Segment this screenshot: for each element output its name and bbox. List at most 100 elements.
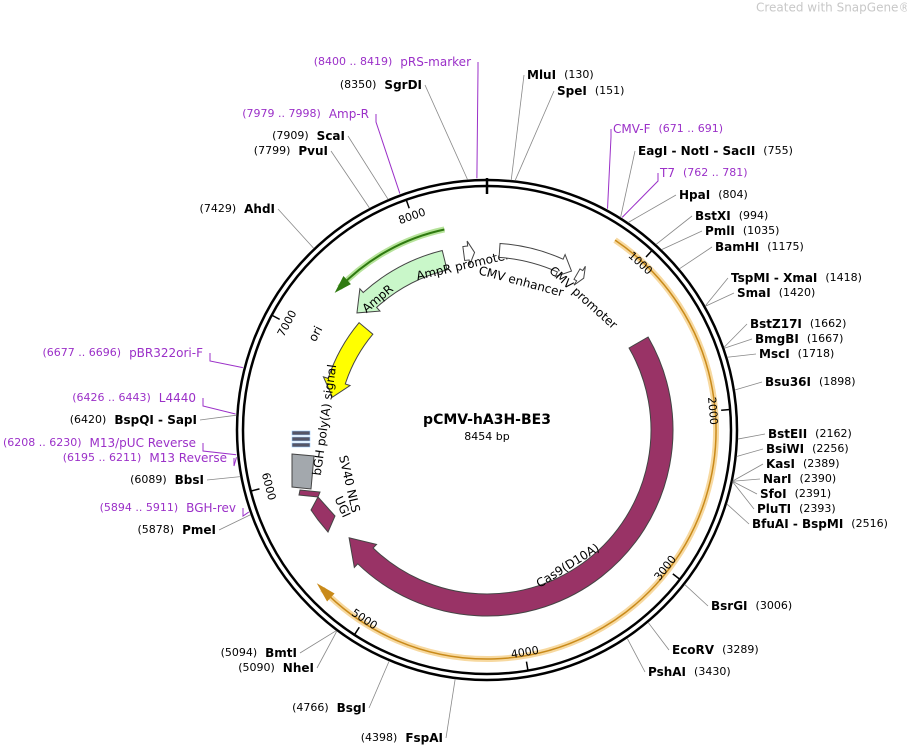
- site-box: [291, 430, 311, 436]
- enzyme-leader: [445, 678, 456, 739]
- enzyme-name: SpeI: [557, 84, 587, 98]
- enzyme-label: (8350) SgrDI: [340, 78, 422, 92]
- enzyme-site: (4398): [361, 731, 398, 744]
- enzyme-label: TspMI - XmaI (1418): [731, 271, 862, 285]
- primer-range: (5894 .. 5911): [100, 501, 179, 514]
- feature-shape: [310, 496, 336, 533]
- enzyme-site: (6089): [130, 473, 167, 486]
- enzyme-name: EagI - NotI - SacII: [638, 144, 755, 158]
- enzyme-name: BsgI: [337, 701, 366, 715]
- enzyme-site: (804): [718, 188, 748, 201]
- enzyme-label: SpeI (151): [557, 84, 624, 98]
- feature-shape: [498, 242, 573, 278]
- enzyme-leader: [726, 503, 750, 525]
- plasmid-size: 8454 bp: [464, 430, 509, 443]
- enzyme-leader: [647, 622, 670, 651]
- enzyme-leader: [661, 230, 703, 251]
- enzyme-label: SmaI (1420): [737, 286, 815, 300]
- enzyme-leader: [724, 338, 753, 349]
- enzyme-label: PluTI (2393): [757, 502, 836, 516]
- feature-label: bGH poly(A) signal: [310, 363, 339, 476]
- tick-label: 4000: [510, 644, 540, 662]
- enzyme-name: BamHI: [715, 240, 759, 254]
- tick-mark: [353, 626, 360, 636]
- tick-label: 5000: [349, 606, 380, 632]
- enzyme-name: BstEII: [768, 427, 807, 441]
- primer-name: L4440: [159, 391, 196, 405]
- enzyme-site: (2516): [851, 517, 888, 530]
- enzyme-site: (2391): [795, 487, 832, 500]
- enzyme-leader: [514, 90, 555, 181]
- enzyme-name: NarI: [763, 472, 792, 486]
- enzyme-label: (7909) ScaI: [272, 129, 345, 143]
- enzyme-name: BmtI: [265, 646, 297, 660]
- primer-name: M13 Reverse: [149, 451, 227, 465]
- tick-mark: [405, 199, 410, 209]
- enzyme-label: BstEII (2162): [768, 427, 852, 441]
- enzyme-label: MluI (130): [527, 68, 594, 82]
- tick-mark: [645, 249, 653, 258]
- primer-leader: [202, 443, 237, 456]
- primer-leader: [621, 173, 659, 218]
- feature-shape: [291, 453, 315, 490]
- enzyme-leader: [206, 476, 241, 481]
- enzyme-site: (4766): [292, 701, 329, 714]
- primer-label: CMV-F (671 .. 691): [613, 122, 723, 136]
- enzyme-label: (6420) BspQI - SapI: [70, 413, 197, 427]
- enzyme-site: (5094): [221, 646, 258, 659]
- enzyme-name: SmaI: [737, 286, 771, 300]
- primer-name: BGH-rev: [186, 501, 236, 515]
- feature-shape: [462, 240, 476, 266]
- primer-name: pRS-marker: [400, 55, 471, 69]
- enzyme-site: (5090): [238, 661, 275, 674]
- enzyme-name: KasI: [766, 457, 795, 471]
- tick-label: 8000: [397, 206, 428, 228]
- tick-label: 2000: [705, 396, 720, 425]
- site-box: [291, 442, 311, 448]
- tick-mark: [250, 488, 260, 492]
- enzyme-site: (1420): [779, 286, 816, 299]
- enzyme-label: SfoI (2391): [760, 487, 831, 501]
- enzyme-site: (7799): [254, 144, 291, 157]
- enzyme-label: BfuAI - BspMI (2516): [752, 517, 888, 531]
- enzyme-site: (7429): [200, 202, 237, 215]
- enzyme-leader: [628, 194, 677, 223]
- enzyme-label: (5094) BmtI: [221, 646, 297, 660]
- enzyme-leader: [736, 448, 764, 457]
- enzyme-name: BspQI - SapI: [114, 413, 197, 427]
- enzyme-site: (994): [739, 209, 769, 222]
- primer-label: (6426 .. 6443) L4440: [72, 391, 196, 405]
- enzyme-site: (2389): [803, 457, 840, 470]
- enzyme-name: Bsu36I: [765, 375, 811, 389]
- primer-label: (6195 .. 6211) M13 Reverse: [63, 451, 227, 465]
- enzyme-leader: [299, 630, 337, 654]
- tick-label: 6000: [259, 471, 279, 501]
- enzyme-site: (1898): [819, 375, 856, 388]
- enzyme-leader: [510, 74, 525, 181]
- primer-label: (5894 .. 5911) BGH-rev: [100, 501, 236, 515]
- enzyme-site: (2256): [812, 442, 849, 455]
- enzyme-leader: [199, 414, 237, 421]
- primer-leader: [607, 129, 612, 209]
- enzyme-name: MluI: [527, 68, 556, 82]
- enzyme-label: (6089) BbsI: [130, 473, 204, 487]
- enzyme-leader: [723, 323, 748, 348]
- enzyme-label: MscI (1718): [759, 347, 834, 361]
- enzyme-name: BsiWI: [766, 442, 804, 456]
- enzyme-site: (3430): [694, 665, 731, 678]
- enzyme-leader: [704, 277, 729, 307]
- enzyme-label: (5878) PmeI: [138, 523, 216, 537]
- enzyme-leader: [316, 630, 338, 669]
- enzyme-name: ScaI: [317, 129, 345, 143]
- tick-mark: [271, 314, 281, 321]
- enzyme-label: Bsu36I (1898): [765, 375, 856, 389]
- enzyme-name: BsrGI: [711, 599, 748, 613]
- primer-leader: [242, 508, 250, 517]
- enzyme-name: MscI: [759, 347, 790, 361]
- enzyme-label: BsrGI (3006): [711, 599, 792, 613]
- enzyme-name: PmeI: [182, 523, 216, 537]
- enzyme-leader: [684, 584, 709, 607]
- primer-name: Amp-R: [329, 107, 369, 121]
- primer-leader: [476, 62, 479, 179]
- enzyme-name: SgrDI: [384, 78, 422, 92]
